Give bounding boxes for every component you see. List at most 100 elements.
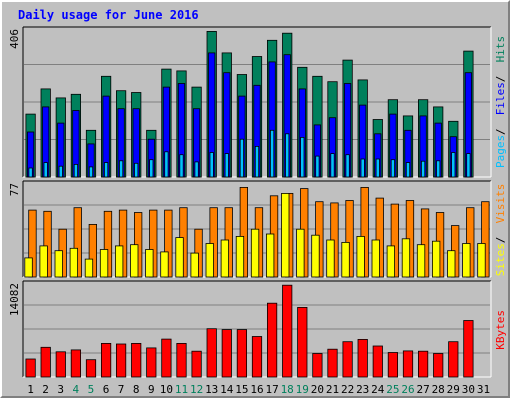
legend-pages: Pages <box>494 135 507 168</box>
x-tick-label: 8 <box>133 383 140 396</box>
bar-sites <box>281 192 290 278</box>
bar-sites <box>431 240 441 278</box>
x-tick-label: 3 <box>57 383 64 396</box>
bar-pages <box>104 162 109 178</box>
legend-separator: / <box>494 76 507 83</box>
bar-kbytes <box>236 329 247 378</box>
bar-kbytes <box>463 320 474 378</box>
bar-kbytes <box>116 343 127 378</box>
bar-sites <box>356 235 365 278</box>
legend-visits: Visits <box>494 184 507 224</box>
bar-sites <box>130 244 139 278</box>
bar-pages <box>330 153 335 178</box>
x-tick-label: 4 <box>72 383 79 396</box>
bar-sites <box>220 239 230 278</box>
bar-sites <box>175 237 184 278</box>
bar-kbytes <box>357 338 368 378</box>
x-tick-label: 26 <box>401 383 414 396</box>
x-tick-label: 13 <box>205 383 218 396</box>
bar-pages <box>164 151 169 178</box>
y-axis-max-label: 77 <box>8 183 21 196</box>
bar-pages <box>194 161 199 178</box>
bar-kbytes <box>433 353 444 378</box>
bar-kbytes <box>312 353 323 378</box>
bar-sites <box>235 235 245 278</box>
bar-kbytes <box>85 359 97 378</box>
bar-pages <box>269 129 275 178</box>
bar-sites <box>205 243 214 278</box>
bar-sites <box>145 249 154 278</box>
bar-kbytes <box>191 350 202 378</box>
bar-pages <box>390 159 396 178</box>
bar-kbytes <box>101 342 112 378</box>
x-tick-label: 10 <box>160 383 173 396</box>
x-tick-label: 7 <box>118 383 125 396</box>
bar-sites <box>250 228 260 278</box>
bar-sites <box>69 247 78 278</box>
legend-separator: / <box>494 237 507 244</box>
bar-kbytes <box>342 341 353 378</box>
bar-sites <box>386 245 396 278</box>
bar-kbytes <box>221 329 232 378</box>
legend-kbytes: KBytes <box>494 310 507 350</box>
x-tick-label: 22 <box>341 383 354 396</box>
bar-sites <box>190 252 199 278</box>
bar-kbytes <box>206 328 217 378</box>
bar-sites <box>416 244 426 278</box>
bar-sites <box>39 245 48 278</box>
x-tick-label: 19 <box>296 383 309 396</box>
x-tick-label: 11 <box>175 383 188 396</box>
bar-kbytes <box>176 342 187 378</box>
y-axis-max-label: 14082 <box>8 283 21 316</box>
bar-kbytes <box>70 349 81 378</box>
bar-pages <box>88 166 94 178</box>
bar-sites <box>447 250 456 278</box>
bar-sites <box>296 228 305 278</box>
x-tick-label: 29 <box>447 383 460 396</box>
bar-pages <box>134 162 139 178</box>
x-tick-label: 31 <box>477 383 490 396</box>
x-tick-label: 18 <box>281 383 294 396</box>
bar-sites <box>115 245 124 278</box>
bar-pages <box>375 158 380 178</box>
bar-kbytes <box>372 345 383 378</box>
x-tick-label: 5 <box>88 383 95 396</box>
x-tick-label: 25 <box>386 383 399 396</box>
bar-pages <box>149 159 154 178</box>
chart-title: Daily usage for June 2016 <box>18 8 199 22</box>
bar-kbytes <box>402 350 414 378</box>
bar-kbytes <box>417 350 429 378</box>
bar-sites <box>24 257 33 278</box>
bar-kbytes <box>387 352 399 378</box>
x-tick-label: 21 <box>326 383 339 396</box>
x-tick-label: 30 <box>462 383 475 396</box>
bar-pages <box>300 136 305 178</box>
bar-pages <box>28 167 33 178</box>
x-tick-label: 16 <box>250 383 263 396</box>
x-tick-label: 1 <box>27 383 34 396</box>
x-tick-label: 6 <box>103 383 110 396</box>
bar-sites <box>265 233 275 278</box>
bar-sites <box>84 258 94 278</box>
bar-pages <box>285 133 290 178</box>
bar-sites <box>326 239 335 278</box>
bar-pages <box>209 152 214 178</box>
x-tick-label: 24 <box>371 383 385 396</box>
bar-kbytes <box>448 341 459 378</box>
bar-kbytes <box>251 336 263 378</box>
bar-pages <box>420 160 426 178</box>
x-tick-label: 12 <box>190 383 203 396</box>
x-tick-label: 27 <box>416 383 429 396</box>
legend-files: Files <box>494 82 507 115</box>
bar-kbytes <box>25 358 36 378</box>
bar-sites <box>401 238 411 278</box>
bar-sites <box>311 234 320 278</box>
y-axis-max-label: 406 <box>8 29 21 49</box>
bar-pages <box>360 158 365 178</box>
bar-sites <box>371 239 380 278</box>
bar-kbytes <box>282 284 293 378</box>
bar-sites <box>462 243 471 278</box>
bar-kbytes <box>40 346 51 378</box>
bar-kbytes <box>327 348 338 378</box>
